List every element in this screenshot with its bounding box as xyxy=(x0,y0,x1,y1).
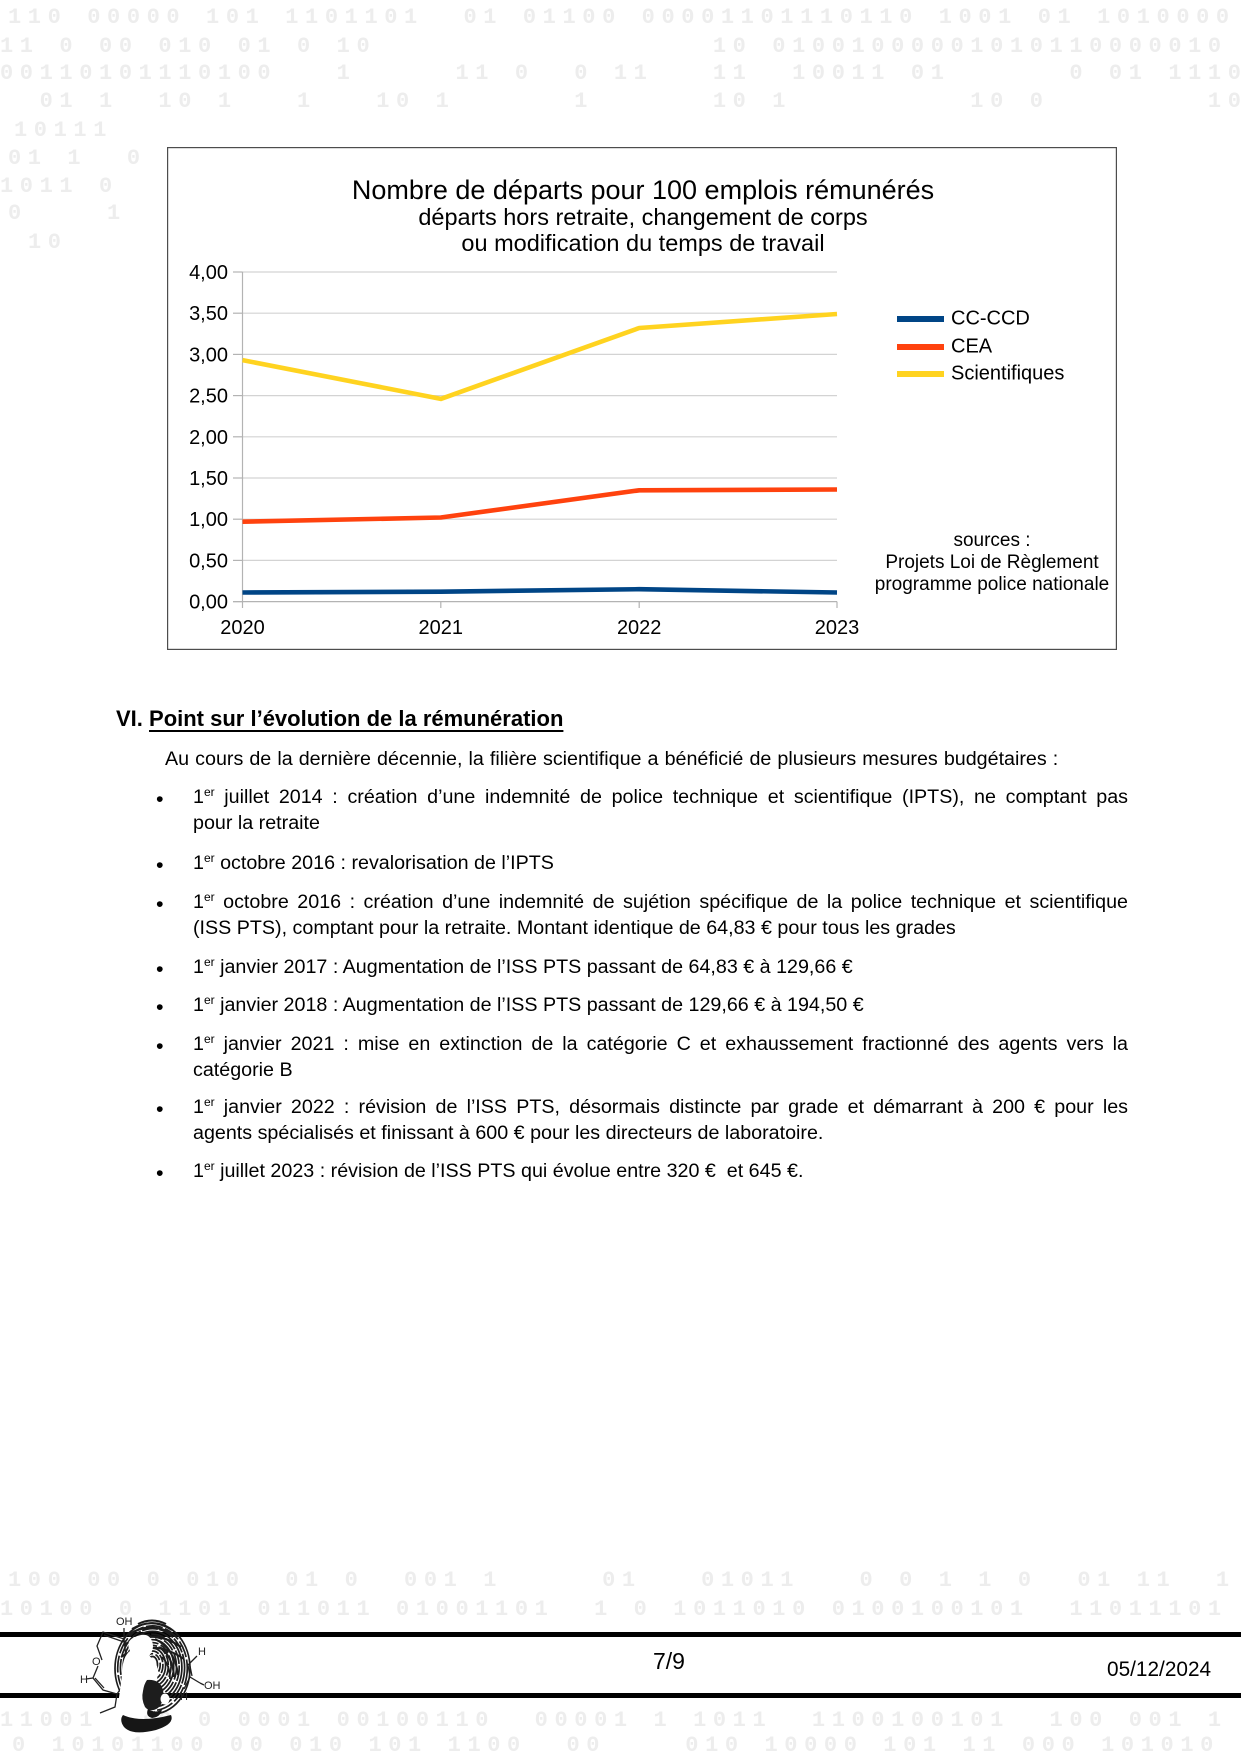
svg-text:OH: OH xyxy=(204,1680,221,1692)
svg-text:3,50: 3,50 xyxy=(189,303,228,325)
svg-text:Projets Loi de Règlement: Projets Loi de Règlement xyxy=(885,552,1099,573)
svg-text:2020: 2020 xyxy=(220,617,265,639)
svg-text:1,50: 1,50 xyxy=(189,468,228,490)
svg-text:3,00: 3,00 xyxy=(189,344,228,366)
svg-text:Nombre de départs pour 100 emp: Nombre de départs pour 100 emplois rémun… xyxy=(352,175,934,205)
svg-text:H: H xyxy=(198,1646,206,1658)
svg-text:CC-CCD: CC-CCD xyxy=(951,308,1030,330)
svg-text:2022: 2022 xyxy=(617,617,662,639)
svg-text:2,50: 2,50 xyxy=(189,386,228,408)
svg-text:O: O xyxy=(92,1656,101,1668)
svg-text:H: H xyxy=(80,1674,88,1686)
svg-text:programme police nationale: programme police nationale xyxy=(875,574,1109,595)
svg-text:sources :: sources : xyxy=(953,530,1030,551)
svg-text:0,00: 0,00 xyxy=(189,592,228,614)
svg-text:2021: 2021 xyxy=(419,617,464,639)
svg-text:2023: 2023 xyxy=(815,617,860,639)
svg-text:0,50: 0,50 xyxy=(189,550,228,572)
svg-text:Scientifiques: Scientifiques xyxy=(951,363,1064,385)
svg-text:H: H xyxy=(180,1691,188,1703)
svg-text:ou modification du temps de tr: ou modification du temps de travail xyxy=(461,230,824,256)
svg-text:2,00: 2,00 xyxy=(189,427,228,449)
svg-text:départs hors retraite, changem: départs hors retraite, changement de cor… xyxy=(418,204,867,230)
svg-text:1,00: 1,00 xyxy=(189,509,228,531)
svg-text:4,00: 4,00 xyxy=(189,262,228,284)
svg-text:OH: OH xyxy=(116,1616,133,1628)
svg-text:CEA: CEA xyxy=(951,336,993,358)
